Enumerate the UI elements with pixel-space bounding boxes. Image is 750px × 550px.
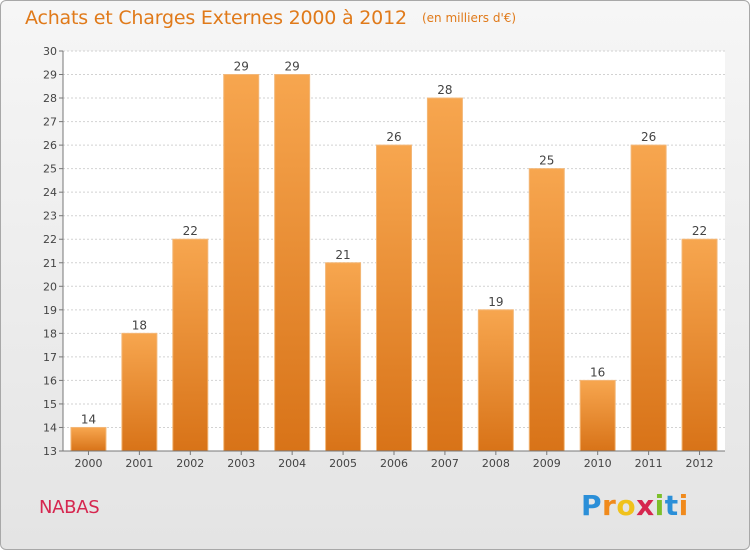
x-tick-label-2006: 2006	[380, 457, 408, 470]
x-tick-label-2003: 2003	[227, 457, 255, 470]
y-tick-label: 18	[43, 327, 57, 340]
value-label-2003: 29	[234, 60, 249, 74]
value-label-2005: 21	[335, 248, 350, 262]
y-tick-label: 27	[43, 116, 57, 129]
value-label-2004: 29	[285, 60, 300, 74]
y-tick-label: 22	[43, 233, 57, 246]
x-tick-label-2011: 2011	[635, 457, 663, 470]
commune-name: NABAS	[39, 497, 100, 518]
y-tick-label: 24	[43, 186, 57, 199]
value-label-2009: 25	[539, 154, 554, 168]
bar-2007	[426, 97, 463, 452]
x-tick-label-2009: 2009	[533, 457, 561, 470]
value-label-2011: 26	[641, 130, 656, 144]
bar-2012	[681, 238, 718, 452]
x-tick-label-2007: 2007	[431, 457, 459, 470]
bar-2004	[274, 74, 311, 452]
value-label-2001: 18	[132, 318, 147, 332]
bar-2001	[121, 332, 158, 452]
y-tick-label: 20	[43, 280, 57, 293]
y-tick-label: 15	[43, 398, 57, 411]
bar-2002	[172, 238, 209, 452]
y-tick-label: 26	[43, 139, 57, 152]
y-tick-label: 23	[43, 210, 57, 223]
x-tick-label-2000: 2000	[74, 457, 102, 470]
value-label-2008: 19	[488, 295, 503, 309]
value-label-2002: 22	[183, 224, 198, 238]
x-tick-label-2002: 2002	[176, 457, 204, 470]
bar-2005	[325, 262, 362, 452]
bar-2006	[376, 144, 412, 452]
x-tick-label-2012: 2012	[686, 457, 714, 470]
bar-2000	[70, 426, 107, 452]
chart-title-row: Achats et Charges Externes 2000 à 2012 (…	[25, 7, 516, 29]
y-tick-label: 21	[43, 257, 57, 270]
y-tick-label: 30	[43, 45, 57, 58]
chart-unit: (en milliers d'€)	[421, 11, 517, 25]
x-tick-label-2010: 2010	[584, 457, 612, 470]
bar-2010	[579, 379, 616, 452]
value-label-2010: 16	[590, 365, 605, 379]
y-tick-label: 28	[43, 92, 57, 105]
value-label-2006: 26	[386, 130, 401, 144]
bar-2008	[477, 309, 514, 452]
bar-2009	[528, 168, 565, 452]
y-tick-label: 14	[43, 421, 57, 434]
y-tick-label: 19	[43, 304, 57, 317]
x-tick-label-2005: 2005	[329, 457, 357, 470]
value-label-2012: 22	[692, 224, 707, 238]
y-tick-label: 16	[43, 374, 57, 387]
y-tick-label: 13	[43, 445, 57, 458]
x-tick-label-2001: 2001	[125, 457, 153, 470]
x-tick-label-2004: 2004	[278, 457, 306, 470]
y-tick-label: 25	[43, 163, 57, 176]
y-tick-label: 29	[43, 69, 57, 82]
bar-2011	[630, 144, 667, 452]
value-label-2000: 14	[81, 412, 96, 426]
proxiti-logo: Proxiti	[581, 489, 689, 522]
y-tick-label: 17	[43, 351, 57, 364]
value-label-2007: 28	[437, 83, 452, 97]
chart-title: Achats et Charges Externes 2000 à 2012	[25, 7, 407, 29]
bar-2003	[223, 74, 260, 452]
x-tick-label-2008: 2008	[482, 457, 510, 470]
